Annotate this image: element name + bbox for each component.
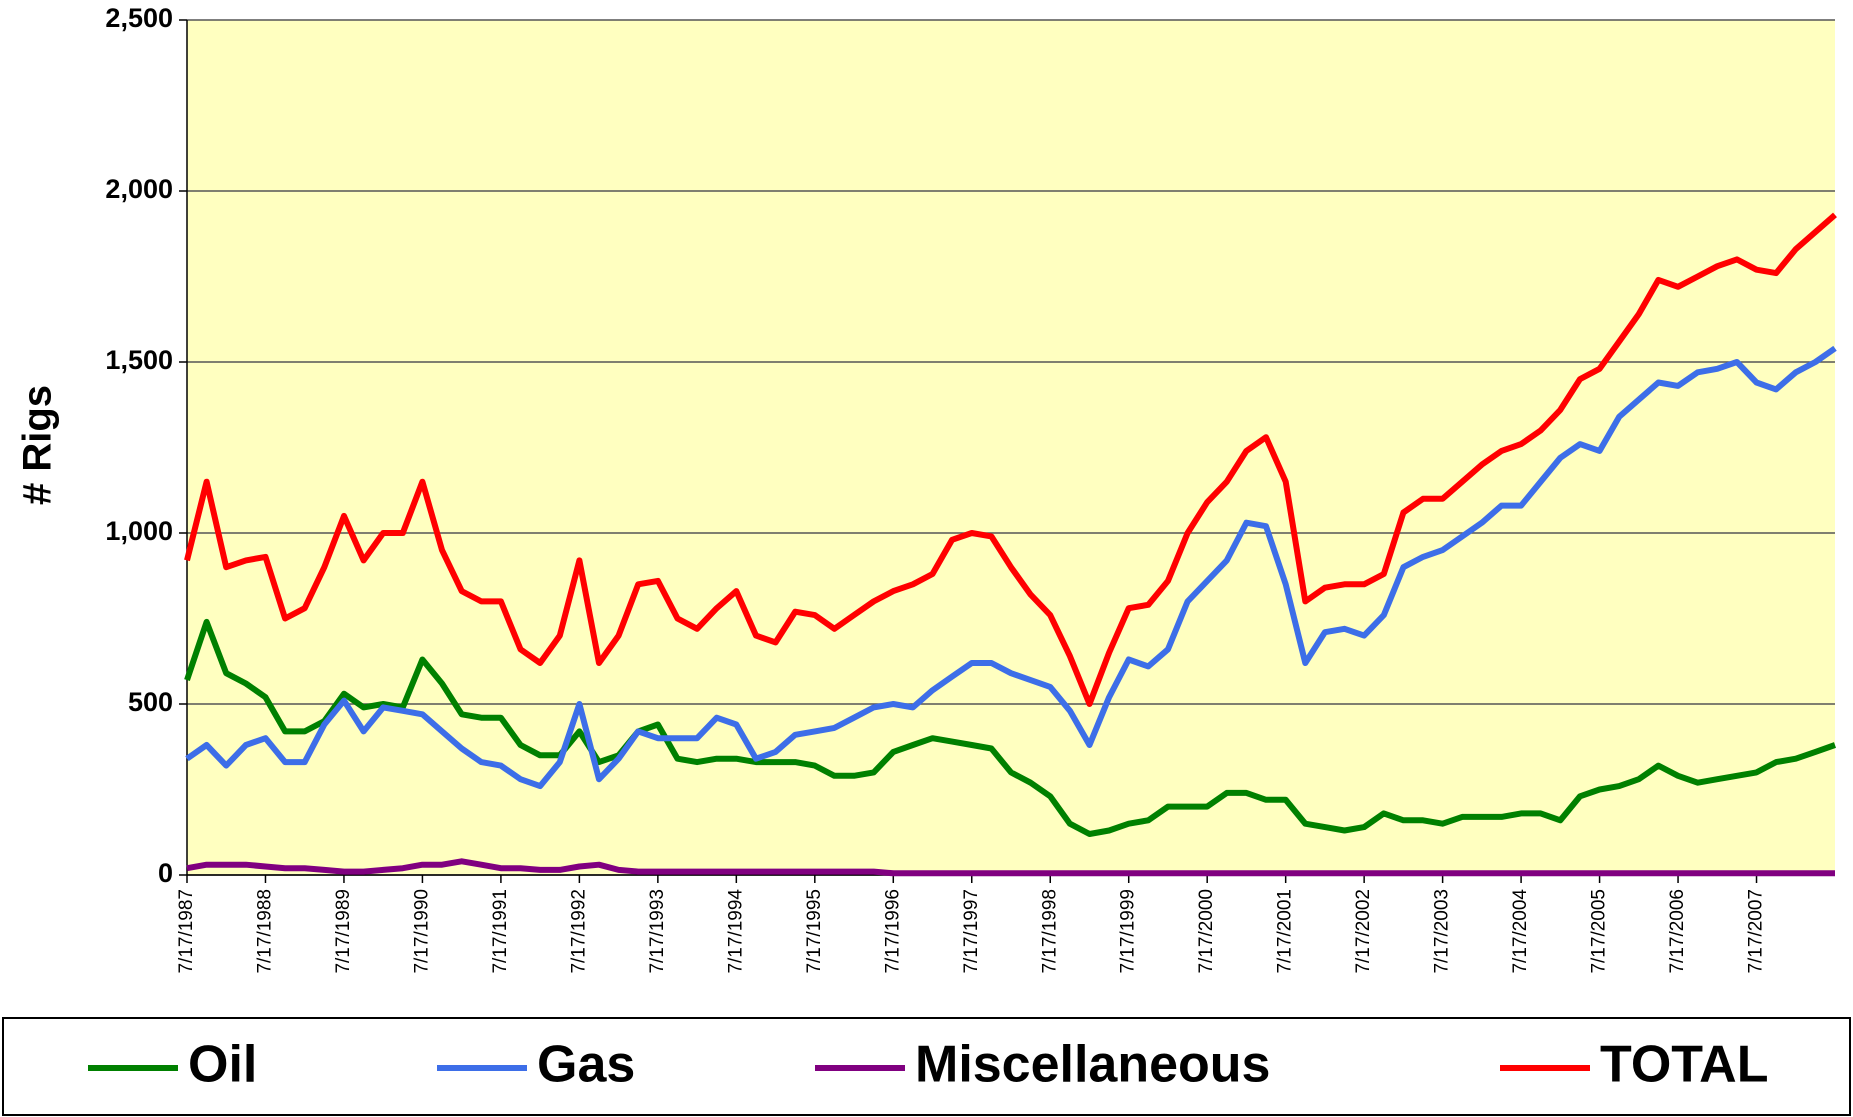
x-tick-label: 7/17/2004 (1510, 889, 1531, 974)
x-tick-label: 7/17/1990 (411, 889, 432, 974)
x-tick-label: 7/17/1989 (333, 889, 354, 974)
series-line (186, 858, 1835, 877)
series-line (184, 618, 1836, 837)
y-tick-label: 2,000 (105, 174, 173, 204)
x-tick-label: 7/17/1991 (490, 889, 511, 974)
y-axis-label: # Rigs (16, 385, 60, 505)
x-tick-label: 7/17/2002 (1353, 889, 1374, 974)
legend-label: Gas (537, 1036, 635, 1094)
x-tick-label: 7/17/2001 (1275, 889, 1296, 974)
legend-label: TOTAL (1600, 1036, 1769, 1094)
x-tick-label: 7/17/1995 (804, 889, 825, 974)
x-tick-label: 7/17/2003 (1432, 889, 1453, 974)
x-tick-label: 7/17/2006 (1667, 889, 1688, 974)
x-tick-label: 7/17/1988 (254, 889, 275, 974)
legend-label: Miscellaneous (915, 1036, 1270, 1094)
legend-label: Oil (188, 1036, 257, 1094)
series-line (184, 212, 1837, 707)
x-tick-label: 7/17/1992 (568, 889, 589, 974)
x-tick-label: 7/17/1994 (725, 889, 746, 974)
series-line (185, 345, 1837, 790)
x-tick-label: 7/17/2007 (1746, 889, 1767, 974)
y-tick-label: 2,500 (105, 3, 173, 33)
x-tick-label: 7/17/1987 (176, 889, 197, 974)
y-tick-label: 1,000 (105, 516, 173, 546)
y-tick-label: 0 (158, 858, 173, 888)
y-tick-label: 1,500 (105, 345, 173, 375)
x-tick-label: 7/17/2000 (1196, 889, 1217, 974)
x-tick-label: 7/17/2005 (1589, 889, 1610, 974)
x-tick-label: 7/17/1998 (1039, 889, 1060, 974)
plot-area (187, 20, 1835, 875)
x-tick-label: 7/17/1999 (1118, 889, 1139, 974)
x-tick-label: 7/17/1996 (882, 889, 903, 974)
x-tick-label: 7/17/1997 (961, 889, 982, 974)
x-tick-label: 7/17/1993 (647, 889, 668, 974)
y-tick-label: 500 (128, 687, 173, 717)
